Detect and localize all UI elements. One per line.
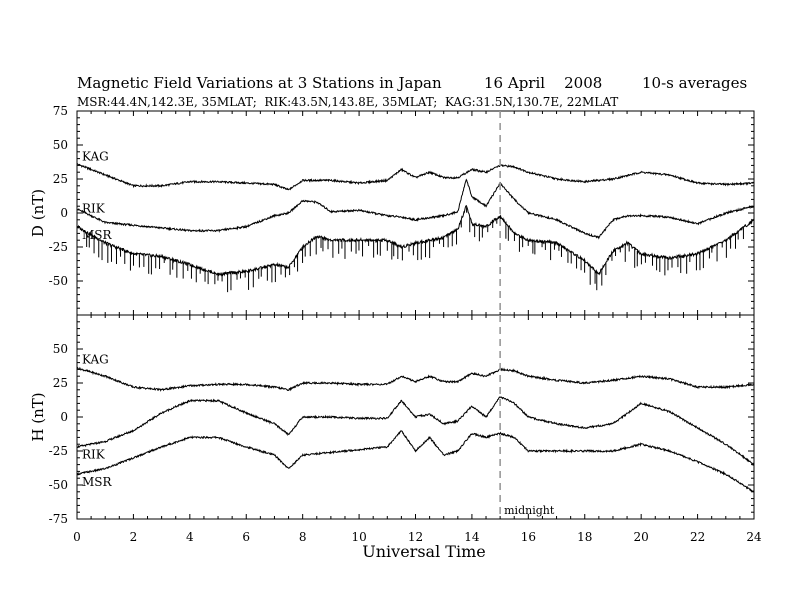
series-line-rik	[76, 178, 755, 240]
y-tick-label: -50	[49, 274, 68, 288]
y-tick-label: 25	[53, 172, 68, 186]
station-coordinates: MSR:44.4N,142.3E, 35MLAT; RIK:43.5N,143.…	[77, 95, 618, 109]
series-line-rik	[76, 396, 755, 467]
y-tick-label: 50	[53, 342, 68, 356]
series-label-msr: MSR	[82, 228, 113, 242]
y-tick-label: 0	[60, 206, 68, 220]
x-tick-label: 6	[242, 530, 250, 544]
panel-d-ylabel: D (nT)	[29, 189, 47, 237]
series-line-kag	[76, 366, 755, 392]
series-line-kag	[76, 163, 755, 191]
x-tick-label: 14	[464, 530, 480, 544]
y-tick-label: 25	[53, 376, 68, 390]
x-tick-label: 24	[746, 530, 762, 544]
x-tick-label: 0	[73, 530, 81, 544]
y-tick-label: 50	[53, 138, 68, 152]
series-label-msr: MSR	[82, 475, 113, 489]
y-tick-label: 0	[60, 410, 68, 424]
chart-title: Magnetic Field Variations at 3 Stations …	[77, 74, 442, 92]
chart-date: 16 April 2008	[484, 74, 602, 92]
y-tick-label: 75	[53, 104, 68, 118]
series-label-rik: RIK	[82, 448, 106, 462]
x-tick-label: 10	[351, 530, 366, 544]
y-tick-label: -25	[49, 444, 68, 458]
x-axis-label: Universal Time	[362, 542, 485, 561]
series-line-msr	[76, 429, 755, 493]
x-tick-label: 8	[299, 530, 307, 544]
series-label-rik: RIK	[82, 201, 106, 215]
series-label-kag: KAG	[82, 149, 109, 163]
x-tick-label: 20	[634, 530, 649, 544]
y-tick-label: -25	[49, 240, 68, 254]
panel-h-ylabel: H (nT)	[29, 392, 47, 441]
x-tick-label: 16	[521, 530, 536, 544]
chart-averaging: 10-s averages	[642, 74, 747, 92]
x-tick-label: 12	[408, 530, 423, 544]
panel-d-frame	[76, 110, 755, 316]
midnight-label: midnight	[504, 504, 555, 517]
y-tick-label: -75	[49, 512, 68, 526]
x-tick-label: 4	[186, 530, 194, 544]
series-label-kag: KAG	[82, 352, 109, 366]
x-tick-label: 2	[130, 530, 138, 544]
y-tick-label: -50	[49, 478, 68, 492]
x-tick-label: 18	[577, 530, 592, 544]
x-tick-label: 22	[690, 530, 705, 544]
